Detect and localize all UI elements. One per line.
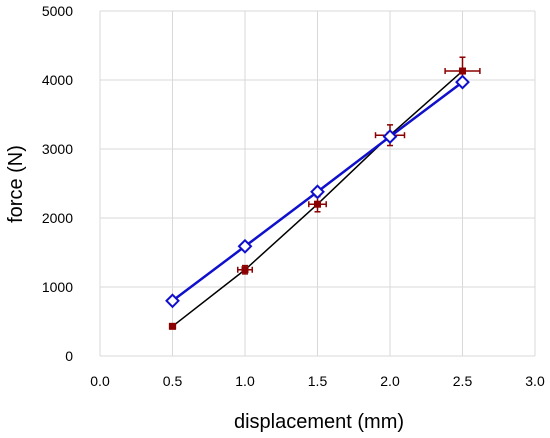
data-point: [310, 184, 325, 200]
y-tick-label: 1000: [42, 279, 73, 295]
tick-labels: 0.0 0.5 1.0 1.5 2.0 2.5 3.0 0 1000 2000 3000 4000 50…: [42, 3, 545, 389]
x-tick-label: 2.5: [453, 373, 473, 389]
y-tick-label: 3000: [42, 141, 73, 157]
data-point: [169, 322, 176, 330]
series-1: [168, 56, 481, 330]
series-layer: [165, 56, 481, 330]
x-axis-label: displacement (mm): [234, 411, 404, 433]
x-tick-label: 0.0: [90, 373, 110, 389]
y-tick-label: 0: [65, 348, 73, 364]
y-tick-label: 4000: [42, 72, 73, 88]
y-tick-label: 2000: [42, 210, 73, 226]
y-tick-label: 5000: [42, 3, 73, 19]
y-axis-label: force (N): [5, 145, 27, 223]
x-tick-label: 0.5: [163, 373, 183, 389]
x-tick-label: 1.0: [235, 373, 255, 389]
data-point: [459, 67, 466, 75]
data-point: [382, 129, 398, 144]
axes: [99, 11, 535, 357]
data-point: [455, 74, 470, 90]
data-point: [237, 238, 253, 254]
x-tick-label: 1.5: [308, 373, 328, 389]
data-point: [165, 293, 180, 309]
data-point: [241, 266, 249, 274]
data-point: [314, 200, 321, 208]
x-tick-label: 2.0: [380, 373, 400, 389]
series-2: [165, 74, 470, 309]
grid: [99, 10, 536, 357]
x-tick-label: 3.0: [525, 373, 545, 389]
